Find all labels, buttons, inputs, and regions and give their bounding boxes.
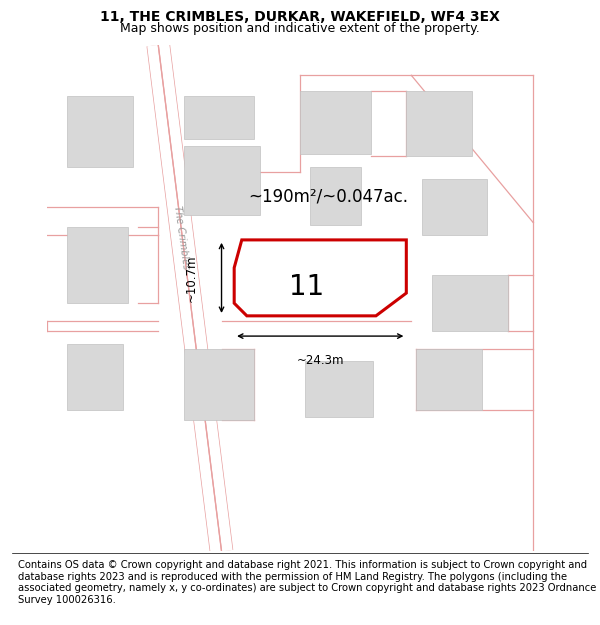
- Polygon shape: [67, 344, 123, 409]
- Polygon shape: [305, 361, 373, 417]
- Polygon shape: [234, 240, 406, 316]
- Polygon shape: [300, 91, 371, 154]
- Polygon shape: [184, 146, 260, 214]
- Text: ~24.3m: ~24.3m: [296, 354, 344, 367]
- Polygon shape: [416, 349, 482, 409]
- Text: 11: 11: [289, 273, 324, 301]
- Polygon shape: [431, 276, 508, 331]
- Text: ~10.7m: ~10.7m: [185, 254, 197, 302]
- Text: Map shows position and indicative extent of the property.: Map shows position and indicative extent…: [120, 22, 480, 35]
- Text: The Crimbles: The Crimbles: [172, 205, 190, 270]
- Polygon shape: [184, 349, 254, 419]
- Polygon shape: [406, 91, 472, 156]
- Polygon shape: [67, 96, 133, 166]
- Polygon shape: [184, 96, 254, 139]
- Polygon shape: [310, 166, 361, 225]
- Polygon shape: [421, 179, 487, 235]
- Text: ~190m²/~0.047ac.: ~190m²/~0.047ac.: [248, 188, 408, 206]
- Text: 11, THE CRIMBLES, DURKAR, WAKEFIELD, WF4 3EX: 11, THE CRIMBLES, DURKAR, WAKEFIELD, WF4…: [100, 10, 500, 24]
- Polygon shape: [67, 228, 128, 303]
- Text: Contains OS data © Crown copyright and database right 2021. This information is : Contains OS data © Crown copyright and d…: [18, 560, 596, 605]
